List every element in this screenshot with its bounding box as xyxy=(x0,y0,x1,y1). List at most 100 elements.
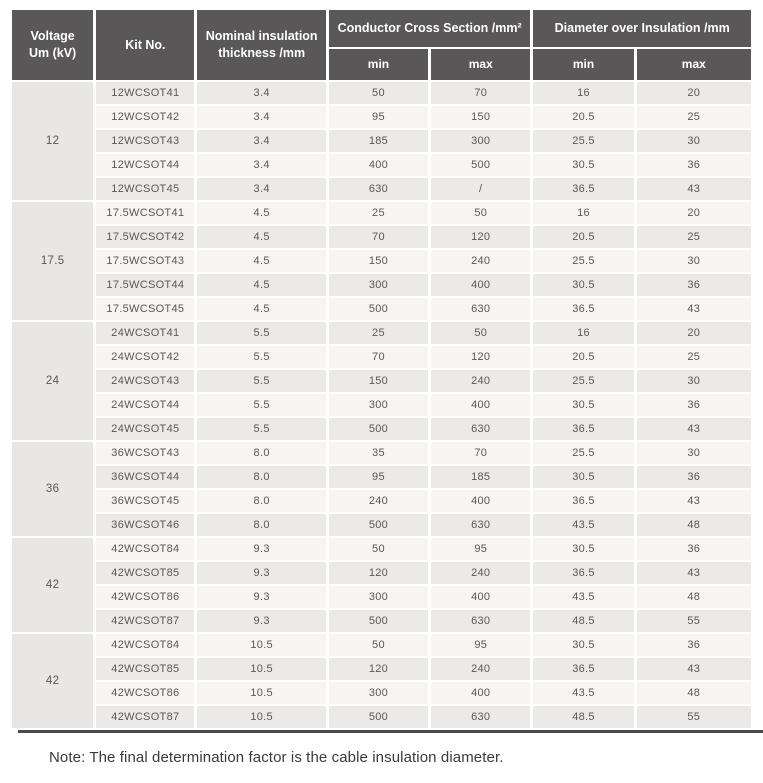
value-cell: 30.5 xyxy=(533,394,634,416)
value-cell: 25 xyxy=(636,226,751,248)
kit-no-cell: 17.5WCSOT44 xyxy=(96,274,195,296)
value-cell: 36.5 xyxy=(533,658,634,680)
kit-no-cell: 42WCSOT84 xyxy=(96,538,195,560)
value-cell: 20.5 xyxy=(533,346,634,368)
value-cell: 8.0 xyxy=(197,514,326,536)
value-cell: 300 xyxy=(328,394,429,416)
value-cell: 630 xyxy=(431,514,531,536)
header-ccs-min: min xyxy=(328,49,429,80)
table-row: 12WCSOT44 3.4 400 500 30.5 36 xyxy=(12,154,751,176)
table-row: 17.5WCSOT43 4.5 150 240 25.5 30 xyxy=(12,250,751,272)
value-cell: 3.4 xyxy=(197,106,326,128)
value-cell: 400 xyxy=(431,586,531,608)
value-cell: 70 xyxy=(431,82,531,104)
kit-no-cell: 42WCSOT87 xyxy=(96,610,195,632)
value-cell: 50 xyxy=(328,634,429,656)
value-cell: 300 xyxy=(328,586,429,608)
value-cell: 70 xyxy=(431,442,531,464)
value-cell: 20 xyxy=(636,322,751,344)
kit-no-cell: 12WCSOT42 xyxy=(96,106,195,128)
value-cell: 20.5 xyxy=(533,226,634,248)
value-cell: 43 xyxy=(636,562,751,584)
value-cell: 4.5 xyxy=(197,274,326,296)
voltage-cell: 12 xyxy=(12,82,94,200)
kit-no-cell: 12WCSOT44 xyxy=(96,154,195,176)
header-voltage-line1: Voltage xyxy=(30,29,75,44)
table-row: 12 12WCSOT41 3.4 50 70 16 20 xyxy=(12,82,751,200)
value-cell: 25 xyxy=(328,322,429,344)
kit-no-cell: 36WCSOT44 xyxy=(96,466,195,488)
header-kit-no: Kit No. xyxy=(96,10,195,80)
table-row: 42WCSOT87 9.3 500 630 48.5 55 xyxy=(12,610,751,632)
value-cell: 10.5 xyxy=(197,706,326,728)
value-cell: 25.5 xyxy=(533,250,634,272)
value-cell: 9.3 xyxy=(197,562,326,584)
table-body: 12 12WCSOT41 3.4 50 70 16 20 12WCSOT42 3.4 95 150 2… xyxy=(12,82,751,728)
value-cell: 500 xyxy=(431,154,531,176)
value-cell: 240 xyxy=(431,562,531,584)
value-cell: 9.3 xyxy=(197,610,326,632)
value-cell: 5.5 xyxy=(197,418,326,440)
value-cell: 30.5 xyxy=(533,634,634,656)
value-cell: 10.5 xyxy=(197,634,326,656)
voltage-cell: 24 xyxy=(12,322,94,440)
value-cell: 5.5 xyxy=(197,394,326,416)
value-cell: 48 xyxy=(636,682,751,704)
value-cell: 36.5 xyxy=(533,178,634,200)
table-row: 17.5WCSOT45 4.5 500 630 36.5 43 xyxy=(12,298,751,320)
value-cell: 36 xyxy=(636,394,751,416)
kit-no-cell: 17.5WCSOT45 xyxy=(96,298,195,320)
value-cell: 400 xyxy=(328,154,429,176)
value-cell: 500 xyxy=(328,418,429,440)
table-row: 42WCSOT87 10.5 500 630 48.5 55 xyxy=(12,706,751,728)
table-row: 17.5WCSOT42 4.5 70 120 20.5 25 xyxy=(12,226,751,248)
value-cell: 630 xyxy=(431,610,531,632)
value-cell: 185 xyxy=(328,130,429,152)
value-cell: 48.5 xyxy=(533,610,634,632)
value-cell: 43.5 xyxy=(533,514,634,536)
value-cell: 55 xyxy=(636,706,751,728)
value-cell: 120 xyxy=(431,226,531,248)
table-row: 24WCSOT43 5.5 150 240 25.5 30 xyxy=(12,370,751,392)
kit-no-cell: 42WCSOT87 xyxy=(96,706,195,728)
table-row: 36WCSOT44 8.0 95 185 30.5 36 xyxy=(12,466,751,488)
value-cell: 4.5 xyxy=(197,250,326,272)
value-cell: 36.5 xyxy=(533,298,634,320)
table-row: 42WCSOT86 10.5 300 400 43.5 48 xyxy=(12,682,751,704)
value-cell: 9.3 xyxy=(197,586,326,608)
value-cell: 50 xyxy=(328,538,429,560)
value-cell: 8.0 xyxy=(197,466,326,488)
value-cell: 25 xyxy=(328,202,429,224)
voltage-cell: 17.5 xyxy=(12,202,94,320)
value-cell: 3.4 xyxy=(197,178,326,200)
header-diameter-over-insulation: Diameter over Insulation /mm xyxy=(533,10,751,48)
value-cell: 4.5 xyxy=(197,226,326,248)
kit-no-cell: 12WCSOT41 xyxy=(96,82,195,104)
voltage-cell: 42 xyxy=(12,538,94,632)
value-cell: 240 xyxy=(431,658,531,680)
header-conductor-cross-section: Conductor Cross Section /mm² xyxy=(328,10,531,48)
spec-table: Voltage Um (kV) Kit No. Nominal insulati… xyxy=(9,8,754,730)
value-cell: 300 xyxy=(431,130,531,152)
header-row-groups: Voltage Um (kV) Kit No. Nominal insulati… xyxy=(12,10,751,80)
value-cell: 10.5 xyxy=(197,682,326,704)
value-cell: 630 xyxy=(431,298,531,320)
value-cell: 35 xyxy=(328,442,429,464)
table-row: 17.5 17.5WCSOT41 4.5 25 50 16 20 xyxy=(12,202,751,320)
value-cell: 300 xyxy=(328,274,429,296)
table-row: 24WCSOT45 5.5 500 630 36.5 43 xyxy=(12,418,751,440)
value-cell: 50 xyxy=(431,322,531,344)
table-row: 24 24WCSOT41 5.5 25 50 16 20 xyxy=(12,322,751,440)
value-cell: 25 xyxy=(636,106,751,128)
value-cell: 5.5 xyxy=(197,322,326,344)
value-cell: 25.5 xyxy=(533,130,634,152)
kit-no-cell: 42WCSOT86 xyxy=(96,682,195,704)
kit-no-cell: 36WCSOT46 xyxy=(96,514,195,536)
kit-no-cell: 36WCSOT43 xyxy=(96,442,195,464)
value-cell: 500 xyxy=(328,298,429,320)
value-cell: 30.5 xyxy=(533,466,634,488)
header-doi-min: min xyxy=(533,49,634,80)
header-ccs-max: max xyxy=(431,49,531,80)
value-cell: 36 xyxy=(636,466,751,488)
value-cell: 400 xyxy=(431,490,531,512)
